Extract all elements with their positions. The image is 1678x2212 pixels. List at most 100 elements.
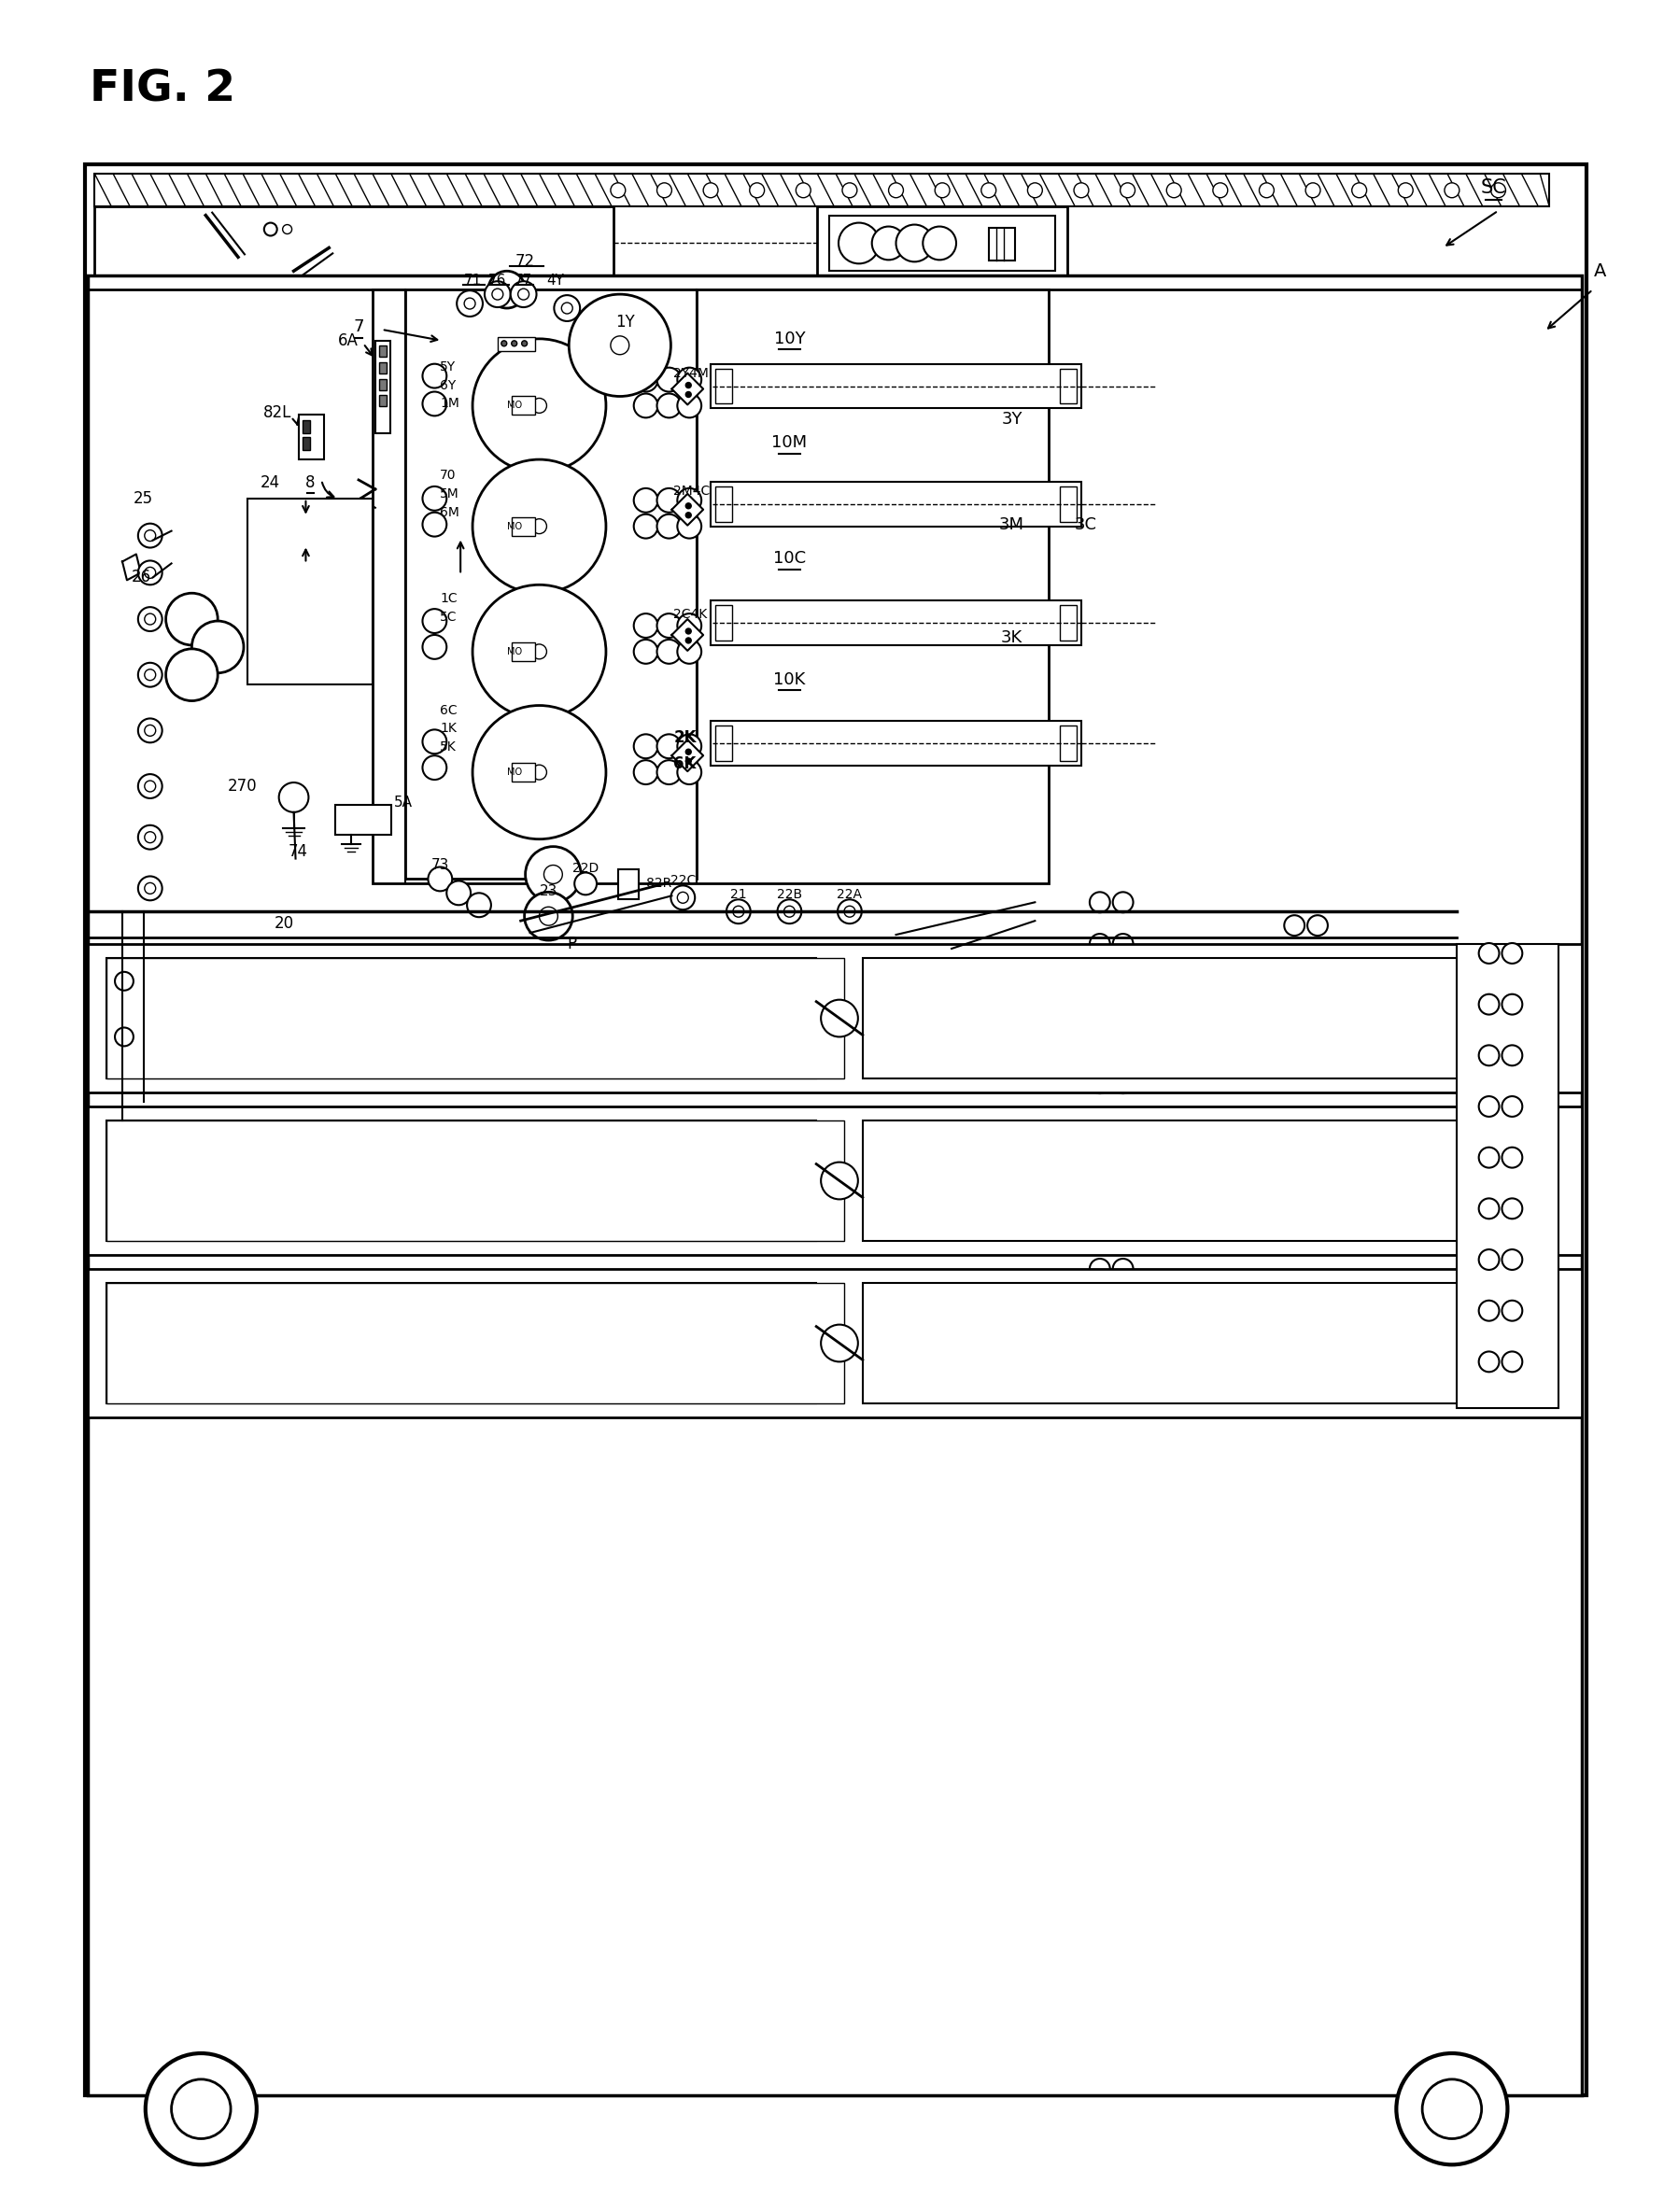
Text: MO: MO — [507, 646, 522, 657]
Circle shape — [1089, 933, 1111, 953]
Circle shape — [896, 226, 933, 261]
Text: 5A: 5A — [394, 796, 413, 810]
Circle shape — [686, 628, 691, 635]
Circle shape — [656, 639, 681, 664]
Circle shape — [512, 341, 517, 347]
Circle shape — [1445, 184, 1460, 197]
Circle shape — [1113, 1119, 1133, 1139]
Circle shape — [750, 184, 765, 197]
Bar — [498, 336, 535, 352]
Circle shape — [138, 606, 163, 630]
Circle shape — [1305, 184, 1321, 197]
Circle shape — [423, 608, 446, 633]
Circle shape — [1352, 184, 1366, 197]
Polygon shape — [671, 374, 703, 405]
Bar — [373, 290, 1049, 883]
Circle shape — [1478, 1046, 1498, 1066]
Text: 70: 70 — [440, 469, 456, 482]
Circle shape — [502, 341, 507, 347]
Text: 1Y: 1Y — [616, 314, 634, 330]
Text: 24: 24 — [260, 473, 280, 491]
Text: 4Y: 4Y — [547, 274, 564, 288]
Circle shape — [166, 648, 218, 701]
Bar — [247, 498, 373, 684]
Circle shape — [525, 847, 581, 902]
Circle shape — [634, 394, 658, 418]
Text: 2M4C: 2M4C — [673, 484, 710, 498]
Circle shape — [1307, 916, 1327, 936]
Circle shape — [485, 281, 510, 307]
Circle shape — [423, 392, 446, 416]
Circle shape — [144, 566, 156, 577]
Circle shape — [446, 880, 472, 905]
Text: 3C: 3C — [1074, 515, 1097, 533]
Circle shape — [1113, 1212, 1133, 1232]
Circle shape — [144, 613, 156, 624]
Circle shape — [423, 730, 446, 754]
Circle shape — [1478, 1199, 1498, 1219]
Circle shape — [821, 1161, 857, 1199]
Text: 5K: 5K — [440, 741, 456, 754]
Circle shape — [574, 872, 597, 896]
Circle shape — [678, 394, 701, 418]
Circle shape — [191, 622, 243, 672]
Bar — [862, 1283, 1498, 1402]
Circle shape — [678, 639, 701, 664]
Circle shape — [678, 891, 688, 902]
Circle shape — [837, 900, 862, 925]
Text: 76: 76 — [488, 274, 507, 288]
Circle shape — [686, 750, 691, 754]
Text: 6A: 6A — [339, 332, 359, 349]
Circle shape — [279, 783, 309, 812]
Circle shape — [1307, 1183, 1327, 1206]
Text: MO: MO — [507, 400, 522, 409]
Circle shape — [1478, 1250, 1498, 1270]
Circle shape — [473, 706, 606, 838]
Circle shape — [634, 513, 658, 538]
Circle shape — [1423, 2079, 1482, 2139]
Circle shape — [1490, 184, 1505, 197]
Bar — [988, 228, 1015, 261]
Bar — [512, 763, 535, 781]
Circle shape — [686, 759, 691, 763]
Text: 74: 74 — [289, 843, 309, 860]
Bar — [87, 276, 1582, 2095]
Circle shape — [1284, 1183, 1304, 1206]
Circle shape — [634, 367, 658, 392]
Circle shape — [428, 867, 451, 891]
Circle shape — [144, 726, 156, 737]
Circle shape — [510, 281, 537, 307]
Bar — [715, 726, 732, 761]
Bar — [1060, 606, 1077, 641]
Circle shape — [466, 894, 492, 918]
Text: P: P — [567, 936, 577, 953]
Text: 5C: 5C — [440, 611, 458, 624]
Circle shape — [114, 971, 134, 991]
Bar — [107, 958, 816, 1079]
Circle shape — [532, 398, 547, 414]
Text: 5Y: 5Y — [440, 361, 456, 374]
Text: 77: 77 — [515, 274, 532, 288]
Circle shape — [634, 734, 658, 759]
Bar — [618, 869, 638, 900]
Circle shape — [263, 223, 277, 237]
Circle shape — [656, 489, 681, 513]
Bar — [862, 1121, 1498, 1241]
Bar — [107, 1283, 816, 1402]
Bar — [87, 945, 1582, 1093]
Circle shape — [1113, 1026, 1133, 1046]
Circle shape — [144, 670, 156, 681]
Circle shape — [1478, 993, 1498, 1015]
Text: 10K: 10K — [774, 670, 805, 688]
Bar — [379, 363, 386, 374]
Circle shape — [821, 1000, 857, 1037]
Circle shape — [634, 639, 658, 664]
Text: 6C: 6C — [440, 703, 458, 717]
Bar — [711, 482, 1081, 526]
Circle shape — [525, 891, 572, 940]
Circle shape — [686, 637, 691, 644]
Bar — [94, 173, 1549, 206]
Circle shape — [532, 520, 547, 533]
Circle shape — [166, 593, 218, 646]
Bar — [376, 341, 389, 434]
